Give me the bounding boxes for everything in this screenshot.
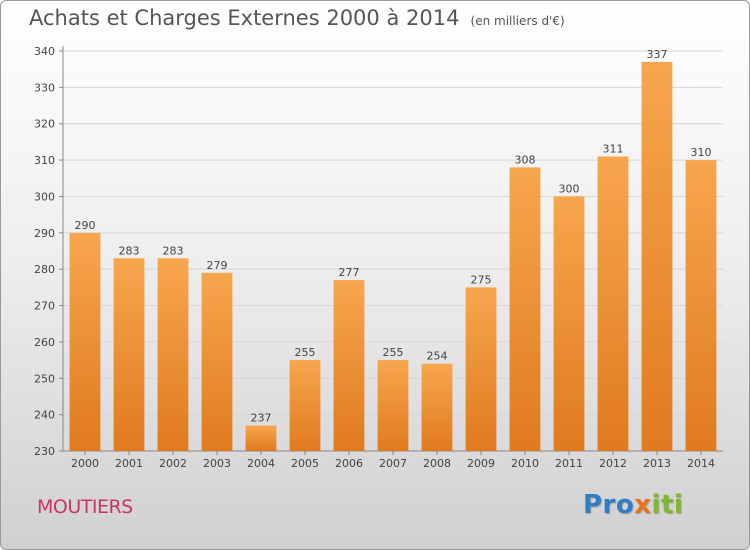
x-tick-label: 2011 [555, 457, 583, 470]
data-label: 254 [427, 350, 448, 363]
x-tick-label: 2003 [203, 457, 231, 470]
data-label: 279 [207, 259, 228, 272]
bar [641, 61, 673, 452]
y-tick-label: 320 [34, 118, 55, 131]
chart-title: Achats et Charges Externes 2000 à 2014 [29, 6, 460, 30]
data-label: 283 [163, 244, 184, 257]
x-tick-label: 2002 [159, 457, 187, 470]
x-tick-label: 2009 [467, 457, 495, 470]
logo-part-1: Pro [583, 490, 635, 520]
bar [157, 258, 189, 451]
x-tick-label: 2004 [247, 457, 275, 470]
x-tick-label: 2006 [335, 457, 363, 470]
x-tick-label: 2008 [423, 457, 451, 470]
y-tick-label: 260 [34, 336, 55, 349]
data-label: 237 [251, 412, 272, 425]
bar [509, 167, 541, 451]
y-tick-label: 300 [34, 190, 55, 203]
bar [69, 232, 101, 451]
x-tick-label: 2000 [71, 457, 99, 470]
x-tick-label: 2010 [511, 457, 539, 470]
data-label: 283 [119, 244, 140, 257]
data-label: 310 [691, 146, 712, 159]
chart-subtitle: (en milliers d'€) [470, 14, 565, 28]
data-label: 311 [603, 142, 624, 155]
bar [421, 363, 453, 451]
bar [245, 425, 277, 451]
bar [685, 160, 717, 451]
y-tick-label: 280 [34, 263, 55, 276]
proxiti-logo[interactable]: Proxiti [583, 490, 683, 520]
bar [597, 156, 629, 452]
bar [465, 287, 497, 451]
data-label: 290 [75, 219, 96, 232]
data-labels: 290 283 283 279 237 255 277 255 254 275 308 300 311 3… [75, 48, 712, 425]
town-name: MOUTIERS [37, 496, 133, 518]
x-tick-label: 2007 [379, 457, 407, 470]
y-tick-label: 290 [34, 227, 55, 240]
data-label: 255 [295, 346, 316, 359]
x-tick-label: 2014 [687, 457, 715, 470]
title-row: Achats et Charges Externes 2000 à 2014 (… [29, 6, 565, 30]
bars [69, 61, 717, 452]
bar [553, 196, 585, 451]
bar [377, 360, 409, 451]
y-tick-label: 230 [34, 445, 55, 458]
y-tick-label: 330 [34, 81, 55, 94]
bar [201, 272, 233, 451]
y-tick-label: 240 [34, 409, 55, 422]
logo-part-2: x [634, 490, 652, 520]
x-tick-label: 2013 [643, 457, 671, 470]
y-tick-label: 250 [34, 372, 55, 385]
data-label: 337 [647, 48, 668, 61]
data-label: 275 [471, 273, 492, 286]
y-tick-label: 310 [34, 154, 55, 167]
logo-part-3: iti [651, 490, 684, 520]
bar [113, 258, 145, 451]
bar [333, 280, 365, 451]
x-tick-label: 2005 [291, 457, 319, 470]
data-label: 300 [559, 182, 580, 195]
data-label: 277 [339, 266, 360, 279]
data-label: 255 [383, 346, 404, 359]
x-tick-label: 2012 [599, 457, 627, 470]
y-tick-label: 270 [34, 300, 55, 313]
bar [289, 360, 321, 451]
x-tick-label: 2001 [115, 457, 143, 470]
data-label: 308 [515, 153, 536, 166]
y-tick-label: 340 [34, 45, 55, 58]
